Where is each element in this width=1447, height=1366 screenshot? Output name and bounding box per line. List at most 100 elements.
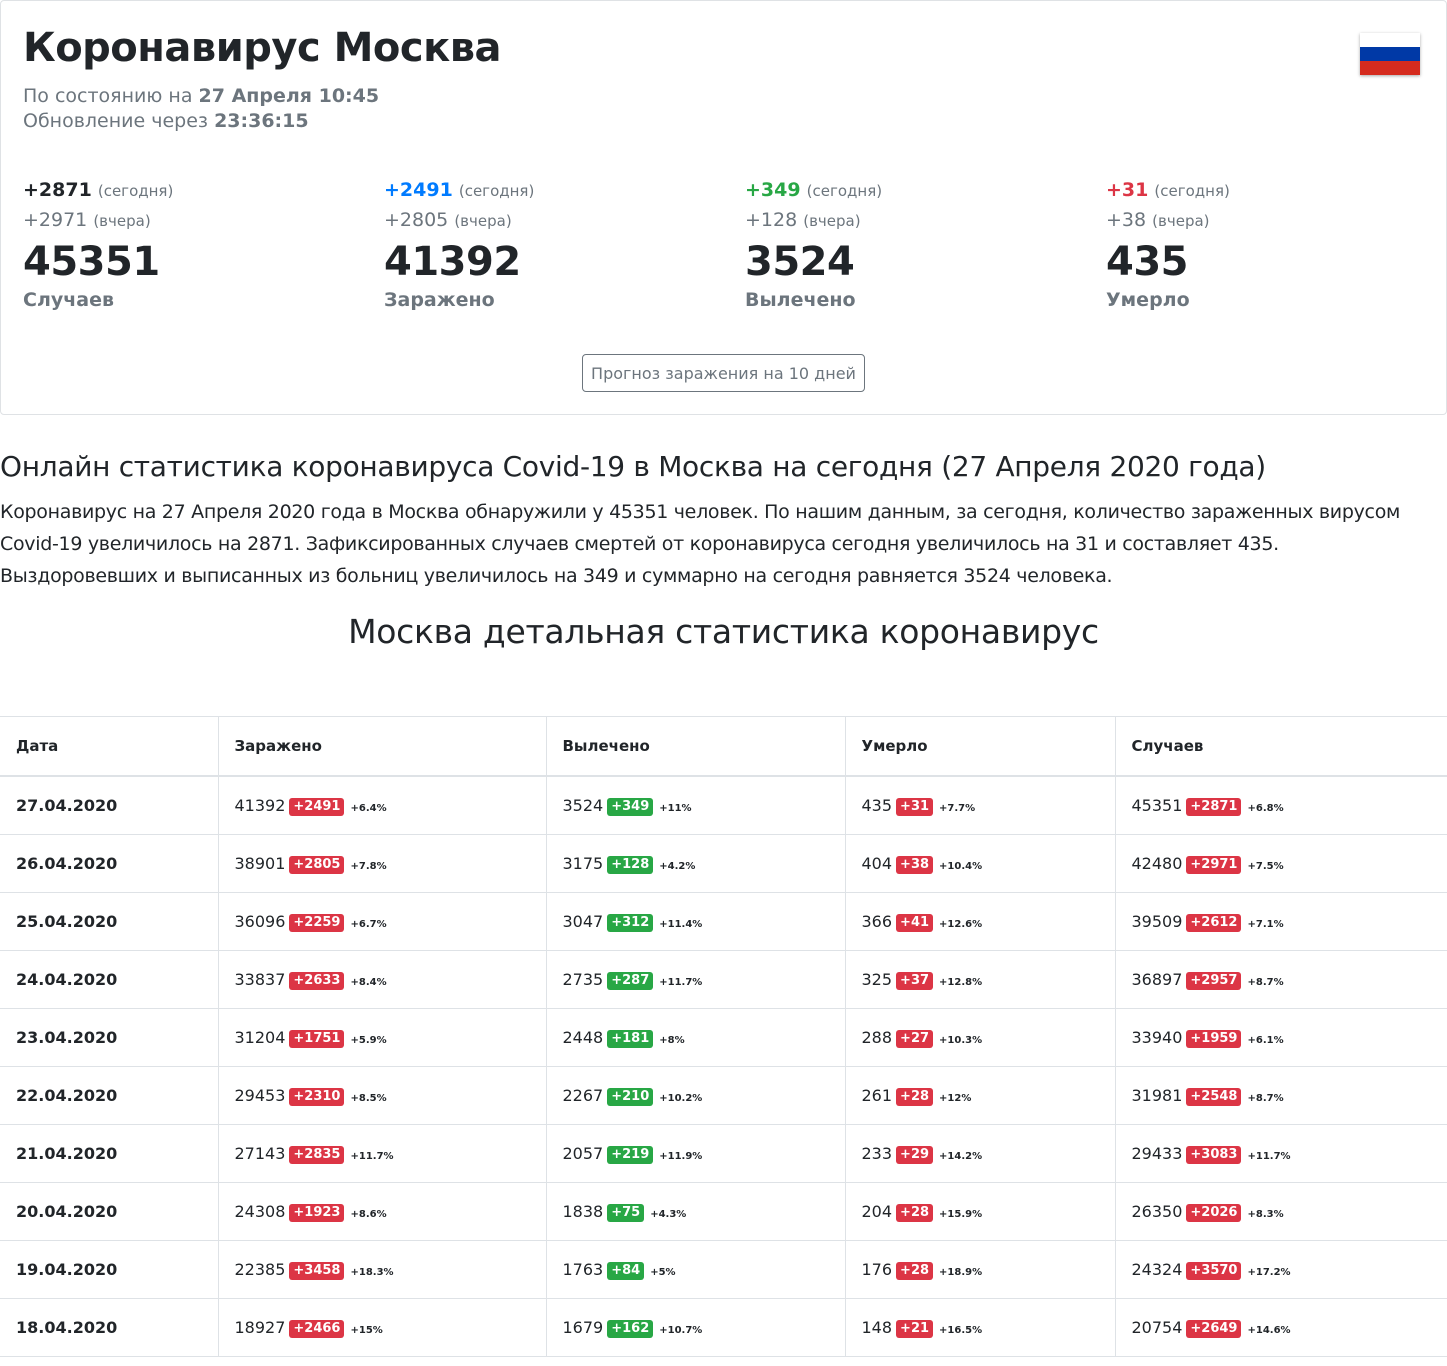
died-percent: +12.6% xyxy=(939,918,983,930)
infected-delta-badge: +2491 xyxy=(289,797,345,816)
stat-today-value: +2491 xyxy=(384,179,453,201)
recovered-cell: 3175 +128 +4.2% xyxy=(546,834,846,893)
page-title: Коронавирус Москва xyxy=(23,25,502,71)
recovered-value: 1838 xyxy=(562,1201,604,1221)
cases-value: 29433 xyxy=(1131,1143,1183,1163)
stat-yesterday: +38 (вчера) xyxy=(1106,209,1436,239)
infected-cell: 33837 +2633 +8.4% xyxy=(218,950,547,1009)
cases-value: 26350 xyxy=(1131,1201,1183,1221)
date-cell: 26.04.2020 xyxy=(0,834,219,893)
stat-cases: +2871 (сегодня) +2971 (вчера) 45351 Случ… xyxy=(23,179,353,311)
died-value: 204 xyxy=(861,1201,893,1221)
infected-cell: 36096 +2259 +6.7% xyxy=(218,892,547,951)
table-row: 18.04.2020 18927 +2466 +15% 1679 +162 +10.7% 14… xyxy=(0,1298,1447,1357)
cases-percent: +6.8% xyxy=(1247,802,1284,814)
stat-yesterday-value: +2805 xyxy=(384,209,449,231)
died-cell: 435 +31 +7.7% xyxy=(845,776,1116,835)
died-delta-badge: +38 xyxy=(896,855,934,874)
column-header-recovered: Вылечено xyxy=(546,716,846,777)
died-delta-badge: +28 xyxy=(896,1203,934,1222)
infected-percent: +15% xyxy=(350,1324,383,1336)
stat-today: +349 (сегодня) xyxy=(745,179,1075,209)
died-delta-badge: +28 xyxy=(896,1087,934,1106)
died-value: 325 xyxy=(861,969,893,989)
recovered-percent: +10.2% xyxy=(659,1092,703,1104)
died-percent: +15.9% xyxy=(939,1208,983,1220)
date-cell: 20.04.2020 xyxy=(0,1182,219,1241)
recovered-value: 1679 xyxy=(562,1317,604,1337)
date-cell: 18.04.2020 xyxy=(0,1298,219,1357)
infected-value: 22385 xyxy=(234,1259,286,1279)
stat-yesterday-label: (вчера) xyxy=(93,212,151,230)
forecast-button[interactable]: Прогноз заражения на 10 дней xyxy=(582,354,865,392)
table-row: 22.04.2020 29453 +2310 +8.5% 2267 +210 +10.2% 2… xyxy=(0,1066,1447,1125)
died-delta-badge: +21 xyxy=(896,1319,934,1338)
table-row: 20.04.2020 24308 +1923 +8.6% 1838 +75 +4.3% 204… xyxy=(0,1182,1447,1241)
date-cell: 27.04.2020 xyxy=(0,776,219,835)
died-delta-badge: +29 xyxy=(896,1145,934,1164)
recovered-delta-badge: +210 xyxy=(607,1087,654,1106)
stat-yesterday: +128 (вчера) xyxy=(745,209,1075,239)
infected-percent: +8.4% xyxy=(350,976,387,988)
stat-total: 45351 xyxy=(23,239,160,285)
died-cell: 204 +28 +15.9% xyxy=(845,1182,1116,1241)
died-delta-badge: +28 xyxy=(896,1261,934,1280)
died-cell: 176 +28 +18.9% xyxy=(845,1240,1116,1299)
cases-delta-badge: +2612 xyxy=(1186,913,1242,932)
recovered-delta-badge: +312 xyxy=(607,913,654,932)
cases-delta-badge: +2957 xyxy=(1186,971,1242,990)
infected-delta-badge: +1751 xyxy=(289,1029,345,1048)
cases-delta-badge: +2971 xyxy=(1186,855,1242,874)
infected-delta-badge: +2633 xyxy=(289,971,345,990)
recovered-delta-badge: +162 xyxy=(607,1319,654,1338)
recovered-value: 2267 xyxy=(562,1085,604,1105)
cases-value: 31981 xyxy=(1131,1085,1183,1105)
recovered-percent: +11.4% xyxy=(659,918,703,930)
table-body: 27.04.2020 41392 +2491 +6.4% 3524 +349 +11% 435… xyxy=(0,776,1447,1357)
flag-stripe-white xyxy=(1360,33,1420,47)
cases-cell: 45351 +2871 +6.8% xyxy=(1115,776,1447,835)
recovered-percent: +11% xyxy=(659,802,692,814)
died-value: 148 xyxy=(861,1317,893,1337)
infected-value: 18927 xyxy=(234,1317,286,1337)
infected-percent: +6.7% xyxy=(350,918,387,930)
recovered-percent: +5% xyxy=(650,1266,676,1278)
cases-delta-badge: +2649 xyxy=(1186,1319,1242,1338)
column-header-date: Дата xyxy=(0,716,219,777)
stat-today-label: (сегодня) xyxy=(1154,182,1230,200)
recovered-value: 3524 xyxy=(562,795,604,815)
cases-cell: 39509 +2612 +7.1% xyxy=(1115,892,1447,951)
summary-card: Коронавирус Москва По состоянию на 27 Ап… xyxy=(0,0,1447,415)
stat-today: +2491 (сегодня) xyxy=(384,179,714,209)
cases-cell: 29433 +3083 +11.7% xyxy=(1115,1124,1447,1183)
stat-yesterday-label: (вчера) xyxy=(803,212,861,230)
infected-cell: 31204 +1751 +5.9% xyxy=(218,1008,547,1067)
died-percent: +12.8% xyxy=(939,976,983,988)
cases-percent: +17.2% xyxy=(1247,1266,1291,1278)
table-row: 24.04.2020 33837 +2633 +8.4% 2735 +287 +11.7% 3… xyxy=(0,950,1447,1009)
died-delta-badge: +31 xyxy=(896,797,934,816)
infected-percent: +5.9% xyxy=(350,1034,387,1046)
stat-today-value: +31 xyxy=(1106,179,1149,201)
stat-recovered: +349 (сегодня) +128 (вчера) 3524 Вылечен… xyxy=(745,179,1075,311)
cases-cell: 33940 +1959 +6.1% xyxy=(1115,1008,1447,1067)
infected-value: 41392 xyxy=(234,795,286,815)
recovered-delta-badge: +219 xyxy=(607,1145,654,1164)
stat-today: +2871 (сегодня) xyxy=(23,179,353,209)
infected-cell: 29453 +2310 +8.5% xyxy=(218,1066,547,1125)
recovered-delta-badge: +287 xyxy=(607,971,654,990)
recovered-value: 2057 xyxy=(562,1143,604,1163)
update-countdown: 23:36:15 xyxy=(214,110,309,132)
table-header-row: Дата Заражено Вылечено Умерло Случаев xyxy=(0,716,1447,777)
table-row: 27.04.2020 41392 +2491 +6.4% 3524 +349 +11% 435… xyxy=(0,776,1447,835)
recovered-cell: 2448 +181 +8% xyxy=(546,1008,846,1067)
recovered-value: 2735 xyxy=(562,969,604,989)
infected-delta-badge: +3458 xyxy=(289,1261,345,1280)
cases-value: 45351 xyxy=(1131,795,1183,815)
cases-percent: +8.3% xyxy=(1247,1208,1284,1220)
stat-label: Умерло xyxy=(1106,289,1190,311)
infected-value: 24308 xyxy=(234,1201,286,1221)
stat-yesterday-label: (вчера) xyxy=(1152,212,1210,230)
infected-value: 38901 xyxy=(234,853,286,873)
stat-today-label: (сегодня) xyxy=(458,182,535,200)
